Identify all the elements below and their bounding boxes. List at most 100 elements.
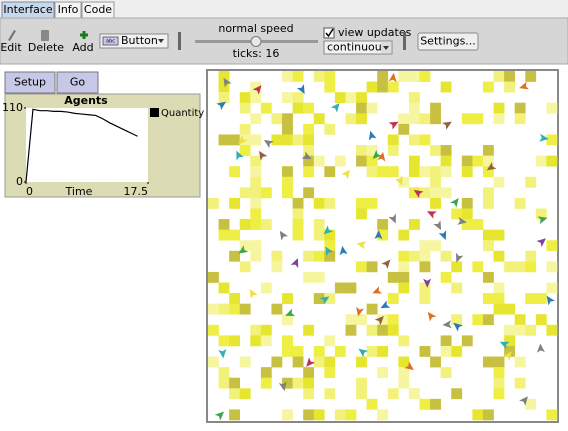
patch (525, 293, 537, 304)
turtle (519, 81, 529, 90)
patch (208, 271, 219, 283)
patch (482, 293, 494, 304)
patch (229, 293, 241, 304)
patch (525, 250, 537, 262)
turtle (426, 211, 437, 219)
patch (419, 71, 431, 82)
patch (440, 145, 452, 156)
patch (229, 335, 241, 347)
patch (250, 208, 262, 220)
patch (282, 377, 293, 389)
patch (461, 113, 473, 125)
patch (366, 324, 378, 336)
turtle (536, 343, 545, 353)
patch (451, 345, 463, 357)
turtle (450, 197, 459, 208)
turtle (374, 230, 383, 240)
patch (218, 81, 230, 93)
patch (430, 187, 441, 199)
turtle (341, 169, 350, 180)
setup-button[interactable] (4, 71, 56, 94)
turtle (218, 348, 227, 359)
patch (482, 356, 494, 368)
patch (451, 282, 463, 294)
patch (313, 229, 325, 241)
patch (398, 176, 410, 188)
patch (408, 166, 420, 178)
patch (229, 250, 241, 262)
view-updates-checkbox[interactable] (323, 27, 335, 39)
patch (356, 102, 367, 114)
patch (504, 71, 515, 82)
patch (218, 377, 230, 389)
patch (514, 113, 526, 125)
world-patches (208, 71, 558, 421)
turtle (433, 220, 442, 231)
patch (324, 123, 336, 135)
patch (493, 250, 505, 262)
patch (250, 197, 262, 209)
settings-button[interactable] (417, 32, 479, 51)
patch (366, 303, 378, 315)
patch (461, 197, 473, 209)
patch (398, 123, 410, 135)
turtle (388, 213, 396, 224)
turtle (427, 311, 437, 322)
patch (218, 92, 230, 104)
delete-icon[interactable] (41, 30, 49, 41)
turtle (214, 411, 225, 421)
patch (282, 92, 293, 104)
edit-icon[interactable] (8, 30, 16, 41)
patch (366, 398, 378, 410)
patch (292, 377, 304, 389)
patch (408, 134, 420, 146)
turtle (356, 241, 367, 250)
patch (546, 261, 558, 273)
patch (419, 166, 431, 178)
button-label: Go (70, 76, 86, 89)
patch (504, 345, 515, 357)
turtle (442, 320, 452, 329)
patch (440, 250, 452, 262)
patch (408, 155, 420, 167)
patch (430, 102, 441, 114)
patch (208, 197, 219, 209)
patch (504, 261, 515, 273)
patch (239, 92, 251, 104)
turtle (499, 341, 510, 350)
turtle (372, 286, 383, 294)
patch (461, 166, 473, 178)
patch (271, 113, 283, 125)
patch (546, 282, 558, 294)
speed-thumb[interactable] (250, 36, 262, 47)
patch (239, 303, 251, 315)
patch (313, 155, 325, 167)
turtle (455, 252, 464, 263)
patch (493, 282, 505, 294)
go-button[interactable] (56, 71, 99, 94)
patch (324, 81, 336, 93)
patch (398, 113, 410, 125)
patch (260, 102, 272, 114)
patch (324, 388, 336, 400)
patch (430, 398, 441, 410)
patch (514, 102, 526, 114)
patch (482, 229, 494, 241)
patch (292, 102, 304, 114)
y-tick-label: 110 (2, 101, 23, 114)
update-mode-dropdown[interactable] (323, 40, 393, 55)
turtle (249, 289, 258, 299)
add-icon[interactable] (80, 31, 88, 39)
patch (408, 92, 420, 104)
patch (514, 377, 526, 389)
patch (260, 335, 272, 347)
patch (419, 345, 431, 357)
patch (419, 282, 431, 294)
separator (178, 32, 181, 50)
patch (313, 271, 325, 283)
button-label: Setup (14, 76, 46, 89)
turtle (330, 102, 340, 113)
patch (440, 335, 452, 347)
patch (324, 367, 336, 378)
legend-swatch (150, 108, 159, 117)
